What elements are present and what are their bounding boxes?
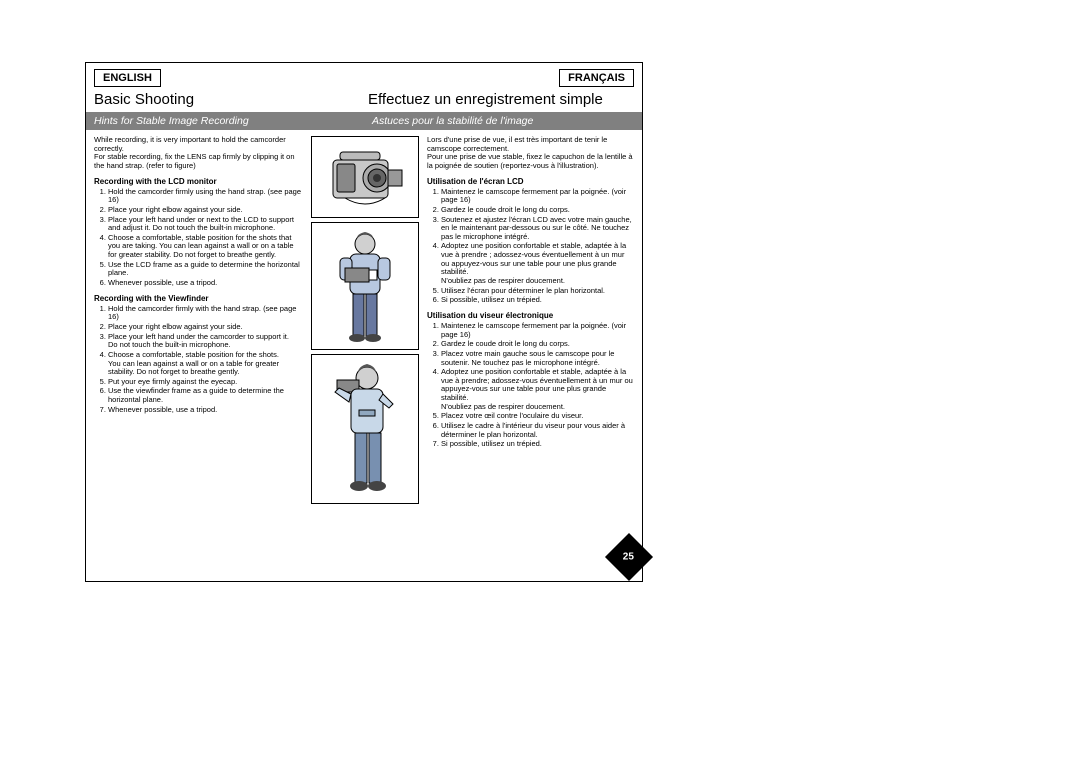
lang-label-francais: FRANÇAIS	[559, 69, 634, 87]
manual-page: ENGLISH FRANÇAIS Basic Shooting Effectue…	[85, 62, 643, 582]
section-head-lcd-fr: Utilisation de l'écran LCD	[427, 177, 634, 186]
column-english: While recording, it is very important to…	[86, 130, 307, 570]
list-item: Adoptez une position confortable et stab…	[441, 242, 634, 285]
content-area: While recording, it is very important to…	[86, 130, 642, 570]
list-item: Si possible, utilisez un trépied.	[441, 440, 634, 449]
section-head-viewfinder-en: Recording with the Viewfinder	[94, 294, 301, 303]
list-item: Maintenez le camscope fermement par la p…	[441, 322, 634, 339]
illustration-person-viewfinder	[311, 354, 419, 504]
list-viewfinder-fr: Maintenez le camscope fermement par la p…	[427, 322, 634, 449]
lang-label-english: ENGLISH	[94, 69, 161, 87]
list-item: Whenever possible, use a tripod.	[108, 279, 301, 288]
list-viewfinder-en: Hold the camcorder firmly with the hand …	[94, 305, 301, 415]
list-item: Placez votre main gauche sous le camscop…	[441, 350, 634, 367]
subtitle-bar: Hints for Stable Image Recording Astuces…	[86, 112, 642, 130]
column-illustrations	[307, 130, 425, 570]
camcorder-icon	[315, 140, 415, 214]
title-french: Effectuez un enregistrement simple	[368, 89, 642, 112]
person-viewfinder-icon	[315, 358, 415, 500]
column-french: Lors d'une prise de vue, il est très imp…	[425, 130, 642, 570]
list-item: Choose a comfortable, stable position fo…	[108, 351, 301, 377]
list-lcd-en: Hold the camcorder firmly using the hand…	[94, 188, 301, 288]
list-item: Place your left hand under the camcorder…	[108, 333, 301, 350]
list-item: Gardez le coude droit le long du corps.	[441, 206, 634, 215]
list-item: Placez votre œil contre l'oculaire du vi…	[441, 412, 634, 421]
section-head-viewfinder-fr: Utilisation du viseur électronique	[427, 311, 634, 320]
list-item: Use the viewfinder frame as a guide to d…	[108, 387, 301, 404]
list-item: Put your eye firmly against the eyecap.	[108, 378, 301, 387]
list-item: Utilisez le cadre à l'intérieur du viseu…	[441, 422, 634, 439]
illustration-camcorder	[311, 136, 419, 218]
list-item: Utilisez l'écran pour déterminer le plan…	[441, 287, 634, 296]
list-item: Whenever possible, use a tripod.	[108, 406, 301, 415]
list-item: Hold the camcorder firmly using the hand…	[108, 188, 301, 205]
subtitle-english: Hints for Stable Image Recording	[86, 112, 364, 130]
list-item: Place your left hand under or next to th…	[108, 216, 301, 233]
person-lcd-icon	[315, 226, 415, 346]
list-item: Place your right elbow against your side…	[108, 323, 301, 332]
list-item: Adoptez une position confortable et stab…	[441, 368, 634, 411]
section-head-lcd-en: Recording with the LCD monitor	[94, 177, 301, 186]
list-item: Use the LCD frame as a guide to determin…	[108, 261, 301, 278]
page-number: 25	[623, 552, 634, 563]
header: ENGLISH FRANÇAIS Basic Shooting Effectue…	[86, 63, 642, 112]
list-item: Maintenez le camscope fermement par la p…	[441, 188, 634, 205]
subtitle-french: Astuces pour la stabilité de l'image	[364, 112, 642, 130]
title-english: Basic Shooting	[86, 89, 368, 112]
list-item: Hold the camcorder firmly with the hand …	[108, 305, 301, 322]
intro-english: While recording, it is very important to…	[94, 136, 301, 171]
list-item: Gardez le coude droit le long du corps.	[441, 340, 634, 349]
list-item: Place your right elbow against your side…	[108, 206, 301, 215]
list-item: Choose a comfortable, stable position fo…	[108, 234, 301, 260]
list-item: Soutenez et ajustez l'écran LCD avec vot…	[441, 216, 634, 242]
list-item: Si possible, utilisez un trépied.	[441, 296, 634, 305]
illustration-person-lcd	[311, 222, 419, 350]
intro-french: Lors d'une prise de vue, il est très imp…	[427, 136, 634, 171]
list-lcd-fr: Maintenez le camscope fermement par la p…	[427, 188, 634, 305]
